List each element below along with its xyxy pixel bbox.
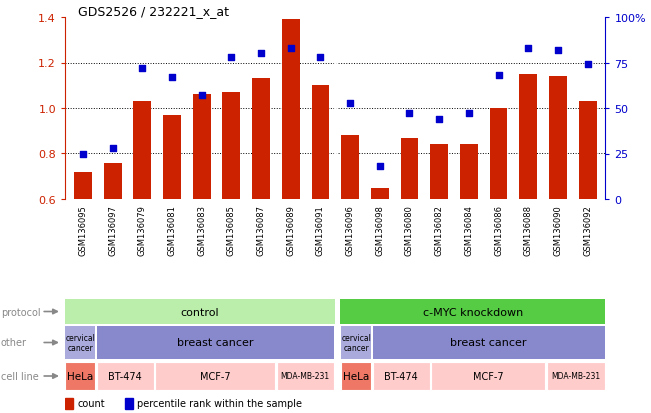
Text: count: count (77, 399, 105, 408)
Text: cell line: cell line (1, 371, 38, 381)
Bar (432, 362, 546, 390)
Bar (335, 326, 341, 359)
Bar (400, 138, 419, 199)
Point (137, 66, 148, 72)
Text: GSM136081: GSM136081 (167, 204, 176, 255)
Text: MDA-MB-231: MDA-MB-231 (281, 372, 330, 380)
Text: control: control (181, 307, 219, 317)
Text: GSM136090: GSM136090 (553, 204, 562, 255)
Bar (430, 145, 448, 199)
Point (226, 55, 236, 61)
Text: other: other (1, 338, 27, 348)
Text: GSM136092: GSM136092 (583, 204, 592, 255)
Bar (579, 102, 596, 199)
Text: MDA-MB-231: MDA-MB-231 (551, 372, 601, 380)
Point (583, 62, 593, 69)
Bar (340, 299, 605, 324)
Text: GSM136097: GSM136097 (108, 204, 117, 255)
Bar (163, 116, 181, 199)
Bar (547, 362, 605, 390)
Text: GSM136089: GSM136089 (286, 204, 296, 255)
Point (523, 45, 533, 52)
Bar (65, 398, 73, 409)
Bar (341, 362, 371, 390)
Point (286, 45, 296, 52)
Bar (96, 362, 154, 390)
Point (493, 73, 504, 79)
Bar (341, 326, 371, 359)
Text: GSM136088: GSM136088 (524, 204, 533, 255)
Bar (65, 326, 95, 359)
Text: c-MYC knockdown: c-MYC knockdown (423, 307, 523, 317)
Point (107, 145, 118, 152)
Text: MCF-7: MCF-7 (200, 371, 230, 381)
Text: GSM136095: GSM136095 (78, 204, 87, 255)
Bar (104, 163, 122, 199)
Point (404, 111, 415, 117)
Point (197, 93, 207, 100)
Bar (335, 299, 340, 324)
Text: GSM136096: GSM136096 (346, 204, 355, 255)
Point (167, 75, 177, 81)
Text: percentile rank within the sample: percentile rank within the sample (137, 399, 302, 408)
Bar (373, 326, 605, 359)
Text: GSM136082: GSM136082 (435, 204, 444, 255)
Point (553, 47, 563, 54)
Bar (277, 362, 334, 390)
Bar (549, 77, 567, 199)
Point (374, 164, 385, 170)
Text: BT-474: BT-474 (108, 371, 142, 381)
Text: breast cancer: breast cancer (177, 338, 253, 348)
Point (464, 111, 474, 117)
Text: GSM136091: GSM136091 (316, 204, 325, 255)
Text: GSM136080: GSM136080 (405, 204, 414, 255)
Bar (74, 172, 92, 199)
Text: GDS2526 / 232221_x_at: GDS2526 / 232221_x_at (78, 5, 229, 18)
Bar (460, 145, 478, 199)
Bar (65, 299, 335, 324)
Text: BT-474: BT-474 (385, 371, 418, 381)
Point (77, 151, 88, 157)
Text: cervical
cancer: cervical cancer (341, 333, 371, 352)
Bar (252, 79, 270, 199)
Bar (373, 362, 430, 390)
Bar (490, 109, 508, 199)
Bar (312, 86, 329, 199)
Bar (341, 136, 359, 199)
Point (434, 116, 445, 123)
Bar (133, 102, 151, 199)
Bar (155, 362, 275, 390)
Text: GSM136098: GSM136098 (375, 204, 384, 255)
Text: HeLa: HeLa (343, 371, 369, 381)
Text: GSM136085: GSM136085 (227, 204, 236, 255)
Bar (223, 93, 240, 199)
Bar (125, 398, 133, 409)
Text: GSM136079: GSM136079 (138, 204, 146, 255)
Text: cervical
cancer: cervical cancer (65, 333, 95, 352)
Bar (193, 95, 210, 199)
Bar (96, 326, 334, 359)
Text: GSM136084: GSM136084 (464, 204, 473, 255)
Text: MCF-7: MCF-7 (473, 371, 504, 381)
Text: breast cancer: breast cancer (450, 338, 527, 348)
Bar (371, 188, 389, 199)
Point (315, 55, 326, 61)
Bar (65, 362, 95, 390)
Bar (519, 75, 537, 199)
Text: HeLa: HeLa (67, 371, 93, 381)
Text: GSM136086: GSM136086 (494, 204, 503, 255)
Text: protocol: protocol (1, 307, 40, 317)
Bar (335, 361, 341, 391)
Text: GSM136087: GSM136087 (256, 204, 266, 255)
Text: GSM136083: GSM136083 (197, 204, 206, 255)
Point (256, 51, 266, 57)
Bar (282, 20, 299, 199)
Point (345, 100, 355, 107)
